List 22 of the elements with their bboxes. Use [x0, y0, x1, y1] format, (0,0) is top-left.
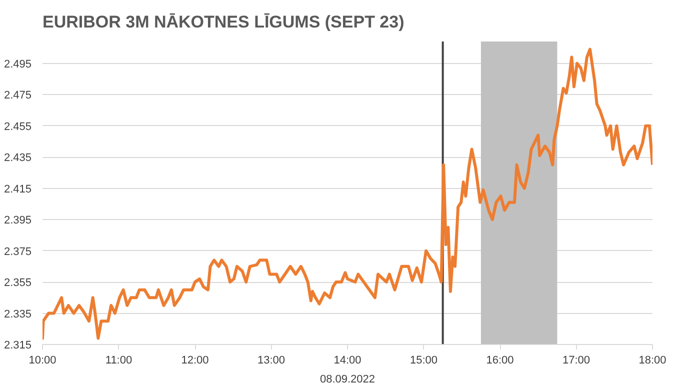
y-tick-label: 2.315 — [4, 340, 32, 352]
y-tick-label: 2.495 — [4, 58, 32, 70]
y-tick-label: 2.475 — [4, 90, 32, 102]
y-tick-label: 2.355 — [4, 277, 32, 290]
x-tick-label: 17:00 — [562, 354, 590, 366]
x-tick-label: 10:00 — [28, 354, 56, 366]
chart-title: EURIBOR 3M NĀKOTNES LĪGUMS (SEPT 23) — [42, 12, 404, 32]
x-axis-title: 08.09.2022 — [320, 374, 376, 385]
y-tick-label: 2.375 — [4, 246, 32, 258]
y-tick-label: 2.455 — [4, 120, 32, 133]
line-series — [42, 48, 652, 340]
x-tick-label: 15:00 — [410, 354, 438, 366]
x-tick-label: 16:00 — [486, 354, 514, 366]
y-tick-label: 2.415 — [4, 183, 32, 196]
y-tick-label: 2.395 — [4, 214, 32, 227]
y-tick-label: 2.435 — [4, 152, 32, 164]
y-tick-label: 2.335 — [4, 308, 32, 320]
x-tick-label: 14:00 — [334, 354, 362, 366]
x-tick-label: 11:00 — [105, 354, 132, 366]
x-tick-label: 12:00 — [181, 354, 209, 366]
x-tick-label: 18:00 — [638, 354, 666, 366]
x-tick-label: 13:00 — [257, 354, 286, 366]
